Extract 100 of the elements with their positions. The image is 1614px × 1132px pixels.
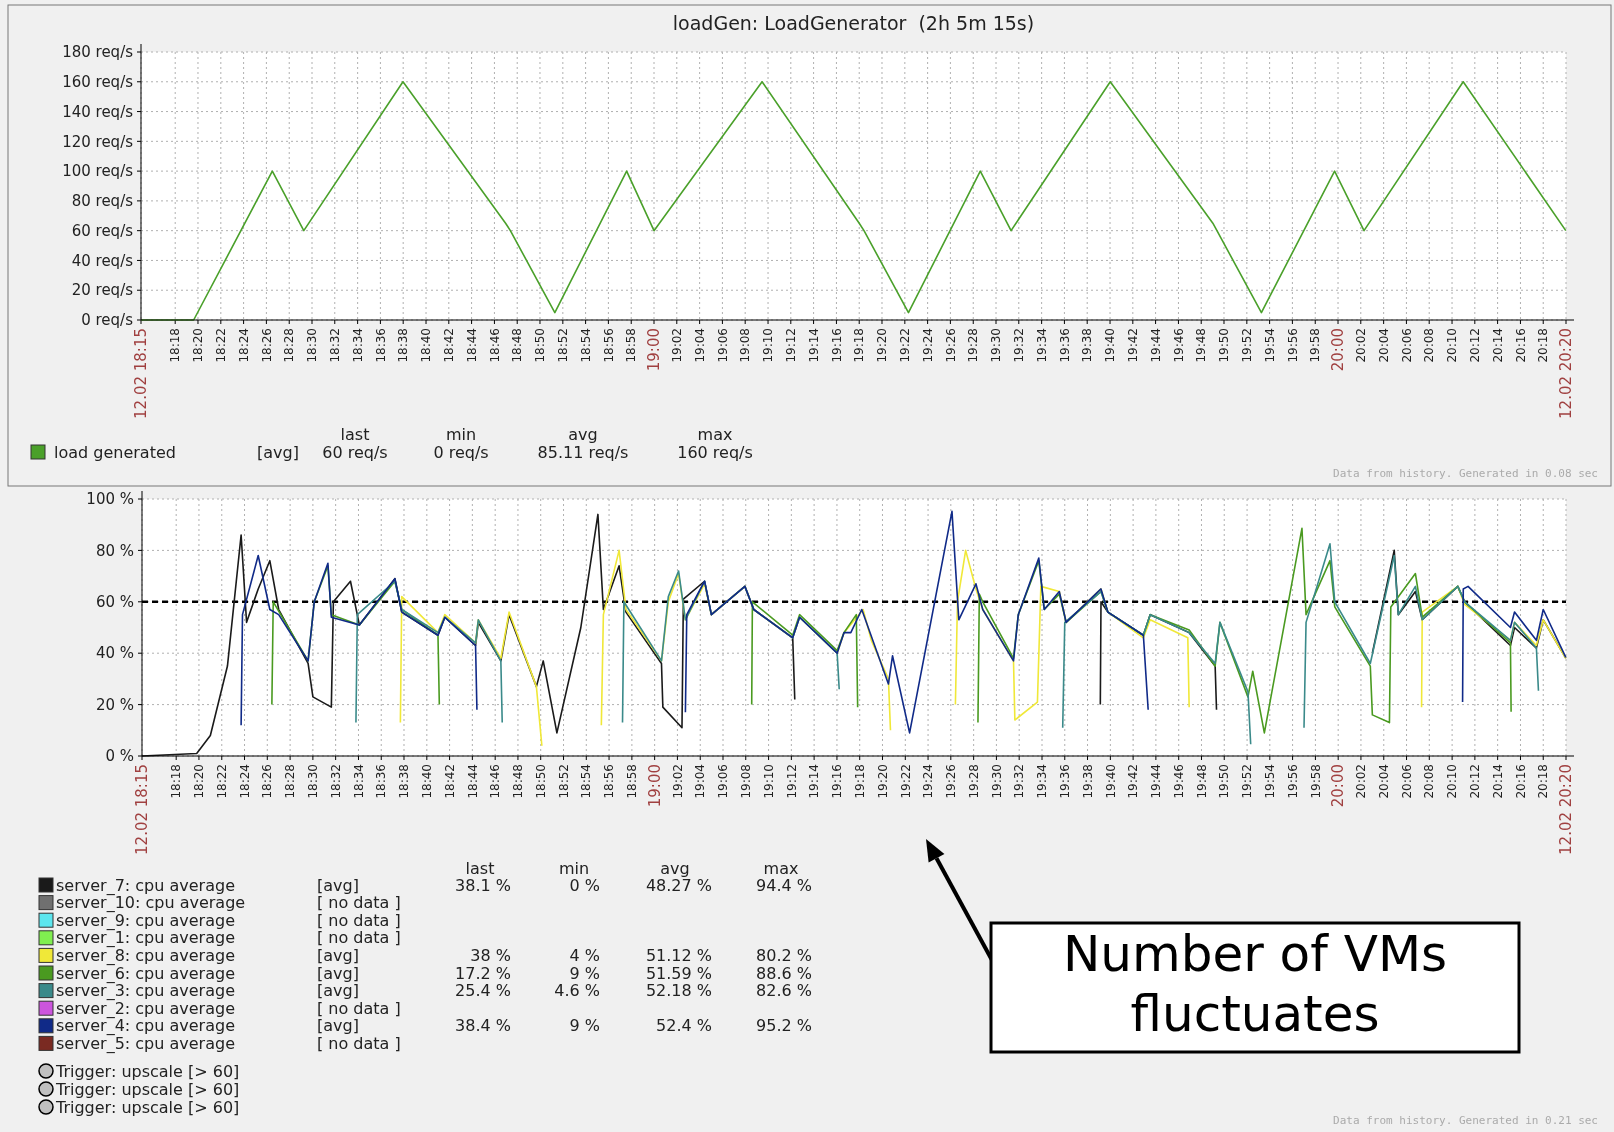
x-tick-label: 19:00 xyxy=(645,328,664,372)
x-tick-label: 19:10 xyxy=(761,764,776,799)
y-tick-label: 0 % xyxy=(105,747,134,766)
x-tick-label: 19:16 xyxy=(830,764,845,799)
x-tick-label: 19:40 xyxy=(1103,328,1118,363)
x-tick-label: 18:18 xyxy=(168,328,183,363)
legend-label: Trigger: upscale [> 60] xyxy=(55,1061,240,1081)
x-tick-label: 19:02 xyxy=(669,328,684,363)
x-tick-label: 18:38 xyxy=(396,328,411,363)
x-tick-label: 19:38 xyxy=(1080,764,1095,799)
y-tick-label: 180 req/s xyxy=(62,43,134,62)
x-tick-label: 12.02 20:20 xyxy=(1557,764,1576,855)
x-tick-label: 20:02 xyxy=(1354,764,1369,799)
x-tick-label: 18:18 xyxy=(169,764,184,799)
x-tick-label: 19:22 xyxy=(898,764,913,799)
y-tick-label: 60 % xyxy=(95,593,134,612)
x-tick-label: 19:28 xyxy=(966,764,981,799)
x-tick-label: 19:22 xyxy=(898,328,913,363)
x-tick-label: 19:48 xyxy=(1194,764,1209,799)
x-tick-label: 19:38 xyxy=(1080,328,1095,363)
x-tick-label: 19:52 xyxy=(1240,764,1255,799)
x-tick-label: 19:04 xyxy=(692,328,707,363)
text: [avg] 38.4 % 9 % 52.4 % 95.2 % xyxy=(317,1016,812,1036)
x-tick-label: 18:34 xyxy=(350,328,365,363)
x-tick-label: 19:40 xyxy=(1103,764,1118,799)
text: [ no data ] xyxy=(317,910,401,930)
x-tick-label: 18:38 xyxy=(397,764,412,799)
x-tick-label: 20:00 xyxy=(1329,764,1348,808)
x-tick-label: 19:44 xyxy=(1148,328,1163,363)
x-tick-label: 18:20 xyxy=(192,764,207,799)
x-tick-label: 20:12 xyxy=(1468,764,1483,799)
x-tick-label: 18:46 xyxy=(487,328,502,363)
x-tick-label: 18:22 xyxy=(214,328,229,363)
x-tick-label: 19:56 xyxy=(1285,328,1300,363)
x-tick-label: 19:54 xyxy=(1263,764,1278,799)
y-tick-label: 100 % xyxy=(86,490,134,509)
x-tick-label: 20:00 xyxy=(1329,328,1348,372)
x-tick-label: 18:32 xyxy=(327,328,342,363)
x-tick-label: 19:26 xyxy=(944,764,959,799)
x-tick-label: 20:14 xyxy=(1490,328,1505,363)
x-tick-label: 19:44 xyxy=(1149,764,1164,799)
y-tick-label: 20 % xyxy=(95,695,134,714)
x-tick-label: 19:18 xyxy=(852,328,867,363)
x-tick-label: 18:48 xyxy=(510,328,525,363)
x-tick-label: 19:36 xyxy=(1057,764,1072,799)
x-tick-label: 19:42 xyxy=(1126,328,1141,363)
x-tick-label: 18:44 xyxy=(465,764,480,799)
legend-label: server_1: cpu average xyxy=(56,928,235,949)
x-tick-label: 18:26 xyxy=(259,328,274,363)
text: Number of VMs fluctuates xyxy=(1062,924,1448,1043)
x-tick-label: 18:34 xyxy=(351,764,366,799)
y-tick-label: 40 req/s xyxy=(71,251,134,270)
text: [ no data ] xyxy=(317,1034,401,1053)
x-tick-label: 19:14 xyxy=(806,328,821,363)
x-tick-label: 18:50 xyxy=(533,328,548,363)
y-tick-label: 20 req/s xyxy=(71,281,134,300)
x-tick-label: 19:06 xyxy=(715,328,730,363)
x-tick-label: 19:30 xyxy=(989,764,1004,799)
text: [ no data ] xyxy=(317,893,401,913)
x-tick-label: 18:36 xyxy=(374,764,389,799)
x-tick-label: 20:04 xyxy=(1376,328,1391,363)
x-tick-label: 19:34 xyxy=(1035,764,1050,799)
x-tick-label: 20:02 xyxy=(1354,328,1368,363)
x-tick-label: 19:28 xyxy=(966,328,981,363)
x-tick-label: 18:20 xyxy=(191,328,206,363)
x-tick-label: 19:10 xyxy=(761,328,776,363)
x-tick-label: 18:24 xyxy=(237,764,252,799)
x-tick-label: 20:18 xyxy=(1536,764,1551,799)
x-tick-label: 18:36 xyxy=(373,328,388,363)
x-tick-label: 20:14 xyxy=(1490,764,1505,799)
x-tick-label: 19:16 xyxy=(829,328,844,363)
x-tick-label: 18:56 xyxy=(601,328,616,363)
x-tick-label: 19:00 xyxy=(645,764,664,808)
x-tick-label: 19:02 xyxy=(670,764,685,799)
x-tick-label: 18:42 xyxy=(442,328,456,363)
x-tick-label: 19:46 xyxy=(1171,328,1186,363)
x-tick-label: 20:06 xyxy=(1399,328,1414,363)
x-tick-label: 18:28 xyxy=(283,764,298,799)
x-tick-label: 18:24 xyxy=(236,328,251,363)
x-tick-label: 19:12 xyxy=(784,328,799,363)
text: Trigger: upscale [> 60] xyxy=(55,1097,240,1117)
x-tick-label: 19:06 xyxy=(716,764,731,799)
x-tick-label: 18:22 xyxy=(214,764,229,799)
legend-label: server_6: cpu average xyxy=(56,963,235,984)
x-tick-label: 12.02 18:15 xyxy=(132,328,151,419)
y-tick-label: 80 % xyxy=(95,541,134,560)
x-tick-label: 19:58 xyxy=(1308,328,1323,363)
y-tick-label: 80 req/s xyxy=(71,192,134,211)
text: [avg] 25.4 % 4.6 % 52.18 % 82.6 % xyxy=(317,981,812,1001)
x-tick-label: 18:30 xyxy=(305,328,320,363)
x-tick-label: 18:58 xyxy=(625,764,640,799)
x-tick-label: 18:30 xyxy=(306,764,321,799)
x-tick-label: 19:30 xyxy=(989,328,1004,363)
text: [avg] 60 req/s 0 req/s 85.11 req/s 160 req/s xyxy=(257,442,753,462)
x-tick-label: 20:08 xyxy=(1422,328,1437,363)
x-tick-label: 18:44 xyxy=(464,328,479,363)
x-tick-label: 19:18 xyxy=(852,764,867,799)
x-tick-label: 18:46 xyxy=(488,764,503,799)
x-tick-label: 19:34 xyxy=(1034,328,1049,363)
x-tick-label: 19:48 xyxy=(1194,328,1209,363)
